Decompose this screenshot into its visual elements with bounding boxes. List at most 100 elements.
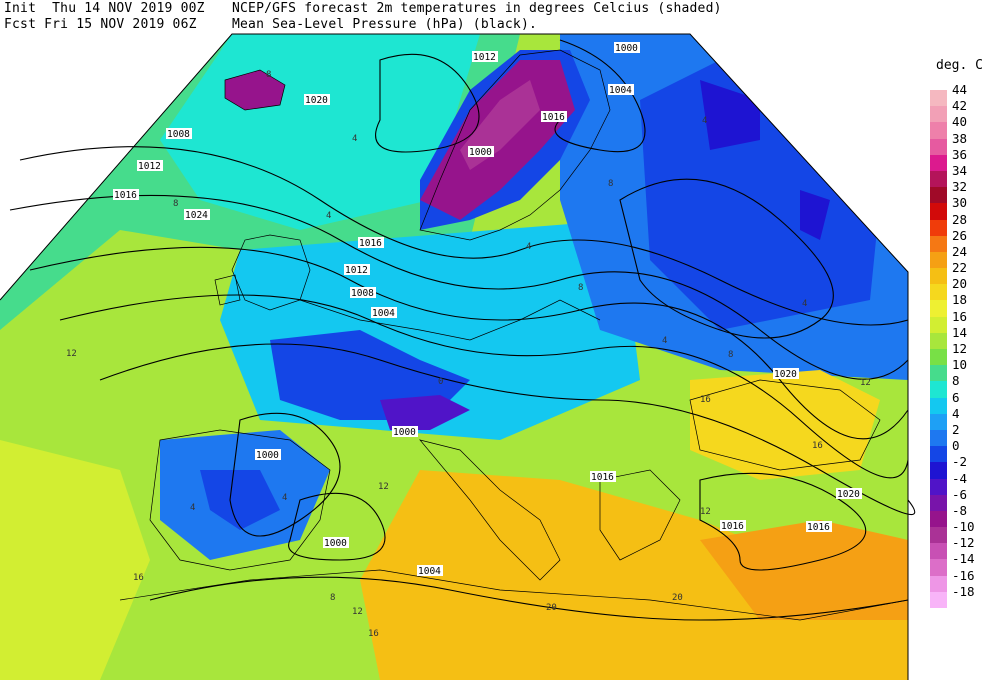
isobar-label-text: 1024 [185, 210, 208, 221]
legend-swatch [930, 203, 947, 220]
legend-swatch [930, 316, 947, 333]
legend-label: 26 [952, 227, 968, 243]
temperature-label: 12 [66, 349, 77, 359]
legend-label: 0 [952, 438, 960, 454]
temperature-label: 0 [438, 377, 443, 387]
isobar-label: 1016 [806, 521, 832, 533]
coast-iceland [224, 69, 286, 111]
temp-field-iceland [225, 70, 285, 110]
coast-black-sea [689, 379, 881, 471]
isobar-label: 1024 [184, 209, 210, 221]
legend-label: 6 [952, 389, 960, 405]
coast-iberia [149, 429, 331, 571]
temperature-label: 4 [702, 116, 707, 126]
legend-swatch [930, 106, 947, 123]
legend-swatch [930, 494, 947, 511]
legend-row: 44 [928, 83, 998, 107]
legend-row: 6 [928, 390, 998, 414]
legend-row: 2 [928, 422, 998, 447]
legend-row: -10 [928, 520, 998, 544]
isobar-label: 1008 [166, 128, 192, 140]
legend-title: deg. C [936, 58, 983, 73]
legend-label: 40 [952, 114, 968, 130]
legend-swatch [930, 510, 947, 528]
isobar-label: 1016 [590, 471, 616, 483]
legend-swatch [930, 591, 947, 608]
isobar-label-text: 1004 [418, 566, 441, 577]
legend-label: 18 [952, 292, 968, 308]
legend-label: 12 [952, 341, 968, 356]
temperature-label: 20 [546, 603, 557, 613]
isobar-1 [19, 146, 909, 326]
legend-row: 8 [928, 374, 998, 398]
isobar-norwegian-sea [375, 53, 480, 153]
isobar-label-text: 1016 [359, 238, 382, 249]
coast-greece [599, 469, 681, 561]
isobar-label-text: 1004 [609, 85, 632, 96]
temperature-label: 8 [728, 350, 733, 360]
temperature-label: 16 [368, 629, 379, 639]
legend-row: 24 [928, 244, 998, 269]
legend-label: -16 [952, 567, 975, 583]
temperature-label: 12 [860, 378, 871, 388]
temp-field-russia-cold-patch [800, 190, 830, 240]
legend-label: 24 [952, 243, 968, 259]
temperature-label: 4 [662, 336, 667, 346]
legend-label: 14 [952, 324, 968, 340]
temperature-label: 16 [133, 573, 144, 583]
isobar-label: 1012 [137, 160, 163, 172]
isobar-3 [29, 246, 909, 440]
legend-row: 18 [928, 293, 998, 317]
isobar-label-text: 1008 [167, 129, 190, 140]
temperature-label: 8 [266, 70, 271, 80]
coastlines [119, 49, 909, 621]
isobar-label: 1000 [323, 537, 349, 549]
isobar-2 [9, 194, 909, 380]
legend-label: 36 [952, 146, 968, 162]
legend-row: -8 [928, 503, 998, 528]
legend-rows: 44 42 40 38 36 34 32 30 28 26 24 22 20 18 16 14 12 10 8 6 4 2… [928, 83, 998, 608]
temp-field-sw-atlantic [0, 440, 150, 680]
legend-row: 36 [928, 147, 998, 171]
legend-row: 30 [928, 196, 998, 220]
legend-row: 42 [928, 99, 998, 123]
legend-row: 38 [928, 131, 998, 155]
legend-swatch [930, 332, 947, 349]
temperature-label: 8 [330, 593, 335, 603]
isobar-label-text: 1012 [345, 265, 368, 276]
isobar-label-text: 1008 [351, 288, 374, 299]
isobar-label: 1016 [541, 111, 567, 123]
temp-field-alps [380, 395, 470, 430]
temperature-label: 8 [608, 179, 613, 189]
legend-swatch [930, 170, 947, 188]
legend-label: 34 [952, 162, 968, 178]
isobar-label-text: 1012 [473, 52, 496, 63]
legend-row: 28 [928, 212, 998, 236]
legend-swatch [930, 543, 947, 560]
temperature-label: 4 [802, 299, 807, 309]
isobar-east-med [699, 472, 867, 571]
legend-row: 34 [928, 163, 998, 188]
isobar-label-text: 1020 [774, 369, 797, 380]
legend-swatch [930, 446, 947, 463]
temperature-label: 8 [578, 283, 583, 293]
legend-label: 20 [952, 276, 968, 292]
coast-north-europe [299, 299, 601, 341]
legend-swatch [930, 138, 947, 155]
isobar-label-text: 1020 [305, 95, 328, 106]
legend-label: 42 [952, 98, 968, 114]
isobar-label: 1012 [472, 51, 498, 63]
legend-label: -8 [952, 502, 968, 518]
legend-swatch [930, 187, 947, 204]
legend-swatch [930, 235, 947, 252]
legend-swatch [930, 90, 947, 107]
isobar-africa [149, 576, 909, 621]
isobar-label-text: 1000 [615, 43, 638, 54]
temperature-label: 4 [352, 134, 357, 144]
temp-field-black-sea [690, 370, 880, 480]
isobar-label: 1004 [608, 84, 634, 96]
legend-label: -12 [952, 535, 975, 551]
isobar-label-text: 1016 [542, 112, 565, 123]
isobar-low-iberia [229, 412, 341, 537]
isobar-label: 1020 [304, 94, 330, 106]
